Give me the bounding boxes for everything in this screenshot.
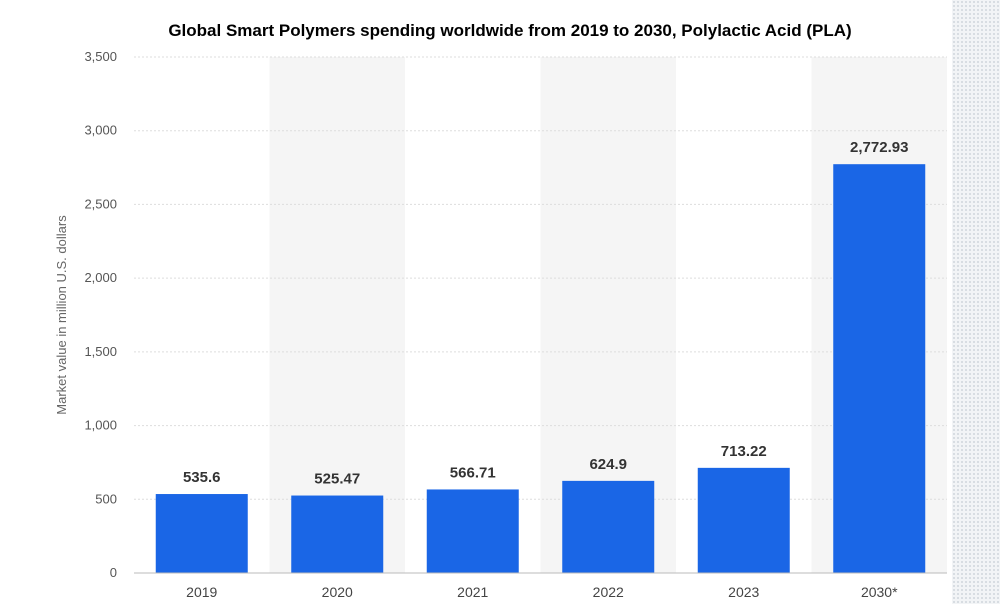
y-tick-label: 0 — [110, 565, 117, 580]
y-tick-label: 3,000 — [84, 123, 117, 138]
value-label: 624.9 — [589, 456, 627, 473]
y-tick-label: 1,000 — [84, 418, 117, 433]
x-tick-label: 2030* — [861, 584, 898, 600]
value-label: 566.71 — [450, 464, 496, 481]
bars — [155, 164, 926, 573]
value-label: 525.47 — [314, 471, 360, 488]
gridlines — [134, 56, 947, 500]
bar — [697, 467, 790, 573]
y-tick-label: 2,000 — [84, 270, 117, 285]
x-axis-ticks: 2019 2020 2021 2022 2023 2030* — [186, 584, 898, 600]
y-axis-label: Market value in million U.S. dollars — [54, 215, 69, 415]
bar — [426, 489, 519, 573]
bar — [155, 494, 248, 573]
x-tick-label: 2020 — [322, 584, 353, 600]
x-tick-label: 2021 — [457, 584, 488, 600]
y-tick-label: 500 — [95, 491, 117, 506]
chart-canvas: 0 500 1,000 1,500 2,000 2,500 3,000 3,500 535.6… — [54, 21, 947, 600]
x-tick-label: 2023 — [728, 584, 759, 600]
x-tick-label: 2022 — [593, 584, 624, 600]
y-tick-label: 2,500 — [84, 196, 117, 211]
y-tick-label: 1,500 — [84, 344, 117, 359]
value-label: 2,772.93 — [850, 139, 908, 156]
x-tick-label: 2019 — [186, 584, 217, 600]
value-label: 535.6 — [183, 469, 221, 486]
bar — [833, 164, 926, 573]
chart-title: Global Smart Polymers spending worldwide… — [168, 21, 851, 40]
bar — [562, 480, 655, 573]
bar — [291, 495, 384, 573]
y-tick-label: 3,500 — [84, 49, 117, 64]
y-axis-ticks: 0 500 1,000 1,500 2,000 2,500 3,000 3,500 — [84, 49, 117, 580]
side-shadow — [952, 0, 1000, 604]
value-label: 713.22 — [721, 443, 767, 460]
band-1 — [269, 57, 405, 573]
chart-frame: 0 500 1,000 1,500 2,000 2,500 3,000 3,500 535.6… — [54, 21, 947, 600]
value-labels: 535.6 525.47 566.71 624.9 713.22 2,772.93 — [183, 139, 908, 487]
